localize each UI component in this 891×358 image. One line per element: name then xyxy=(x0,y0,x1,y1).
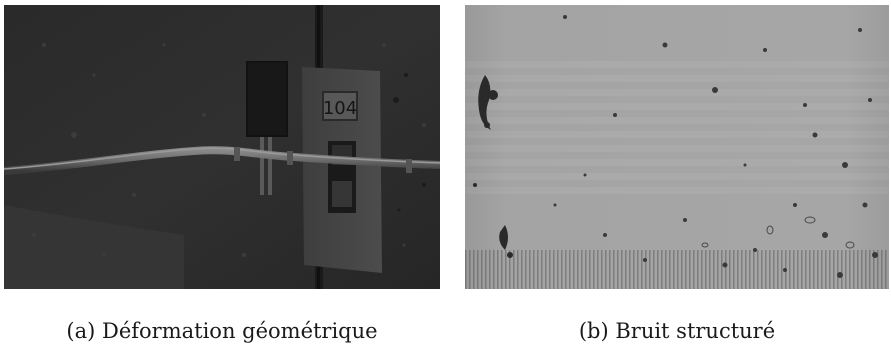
photo-structured-noise xyxy=(465,5,889,289)
caption-a: (a) Déformation géométrique xyxy=(66,319,378,343)
caption-b: (b) Bruit structuré xyxy=(578,319,776,343)
figure-a: 104 (a) Déformation géométrique xyxy=(4,0,440,343)
figure-b: (b) Bruit structuré xyxy=(465,0,889,343)
plate-number: 104 xyxy=(323,98,357,119)
stains xyxy=(473,75,513,258)
photo-geometric-distortion: 104 xyxy=(4,5,440,289)
